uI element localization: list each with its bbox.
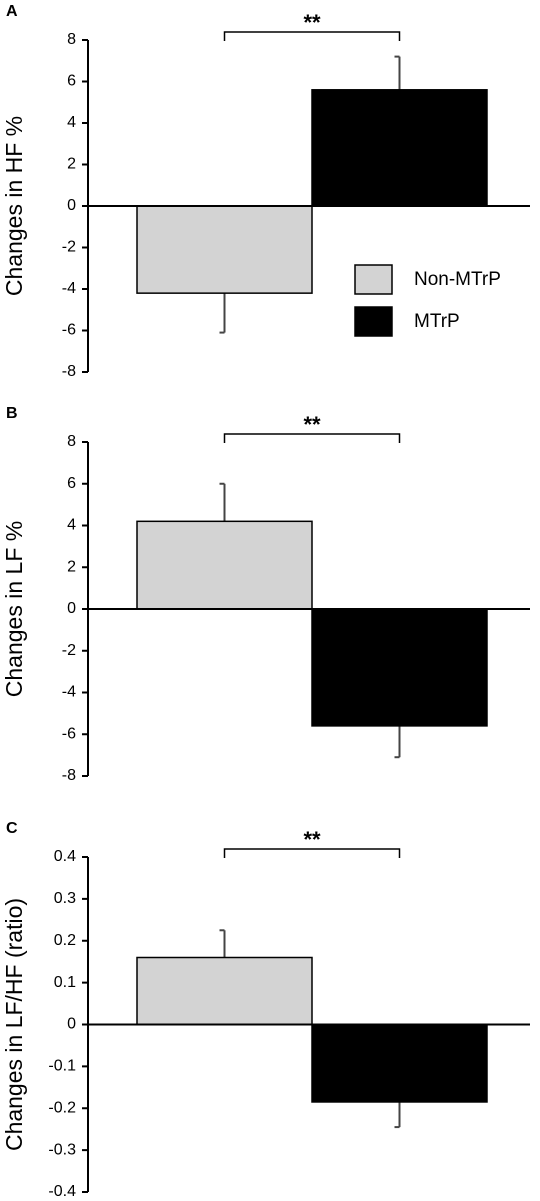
- panel-label: C: [6, 820, 18, 837]
- y-axis-label: Changes in LF/HF (ratio): [1, 898, 27, 1151]
- y-axis-label: Changes in HF %: [1, 116, 27, 296]
- significance-label: **: [303, 412, 321, 437]
- y-tick-label: 4: [67, 114, 76, 131]
- bar: [136, 520, 313, 610]
- bar: [136, 956, 313, 1026]
- y-tick-label: -8: [62, 767, 76, 784]
- y-tick-label: 2: [67, 156, 76, 173]
- y-tick-label: 0.4: [54, 848, 76, 865]
- legend-label: Non-MTrP: [414, 269, 501, 290]
- y-tick-label: -0.1: [48, 1058, 76, 1075]
- significance-bracket: [223, 31, 401, 41]
- panel-label: B: [6, 405, 18, 422]
- panel-label: A: [6, 3, 18, 20]
- significance-bracket: [223, 433, 401, 443]
- significance-label: **: [303, 10, 321, 35]
- y-tick-label: -6: [62, 725, 76, 742]
- y-tick-label: 4: [67, 517, 76, 534]
- y-tick-label: 6: [67, 73, 76, 90]
- y-tick-label: -4: [62, 280, 76, 297]
- y-axis-label: Changes in LF %: [1, 521, 27, 697]
- y-tick-label: -2: [62, 642, 76, 659]
- y-tick-label: -8: [62, 363, 76, 380]
- y-tick-label: -0.3: [48, 1141, 76, 1158]
- y-tick-label: -0.4: [48, 1183, 76, 1200]
- legend-swatch: [354, 306, 393, 337]
- bar: [136, 205, 313, 294]
- y-tick-label: 8: [67, 31, 76, 48]
- y-tick-label: 0: [67, 197, 76, 214]
- legend-swatch: [354, 264, 393, 295]
- y-tick-label: 0.2: [54, 932, 76, 949]
- y-tick-label: 0: [67, 600, 76, 617]
- bar: [311, 608, 488, 727]
- bar: [311, 89, 488, 207]
- bar: [311, 1023, 488, 1103]
- y-tick-label: -2: [62, 239, 76, 256]
- y-tick-label: 2: [67, 558, 76, 575]
- y-tick-label: 0.3: [54, 890, 76, 907]
- significance-bracket: [223, 848, 401, 858]
- y-tick-label: 0: [67, 1016, 76, 1033]
- y-tick-label: -0.2: [48, 1099, 76, 1116]
- significance-label: **: [303, 827, 321, 852]
- y-tick-label: -6: [62, 322, 76, 339]
- y-tick-label: 6: [67, 475, 76, 492]
- y-tick-label: 0.1: [54, 974, 76, 991]
- legend-label: MTrP: [414, 311, 460, 332]
- y-tick-label: -4: [62, 684, 76, 701]
- y-tick-label: 8: [67, 433, 76, 450]
